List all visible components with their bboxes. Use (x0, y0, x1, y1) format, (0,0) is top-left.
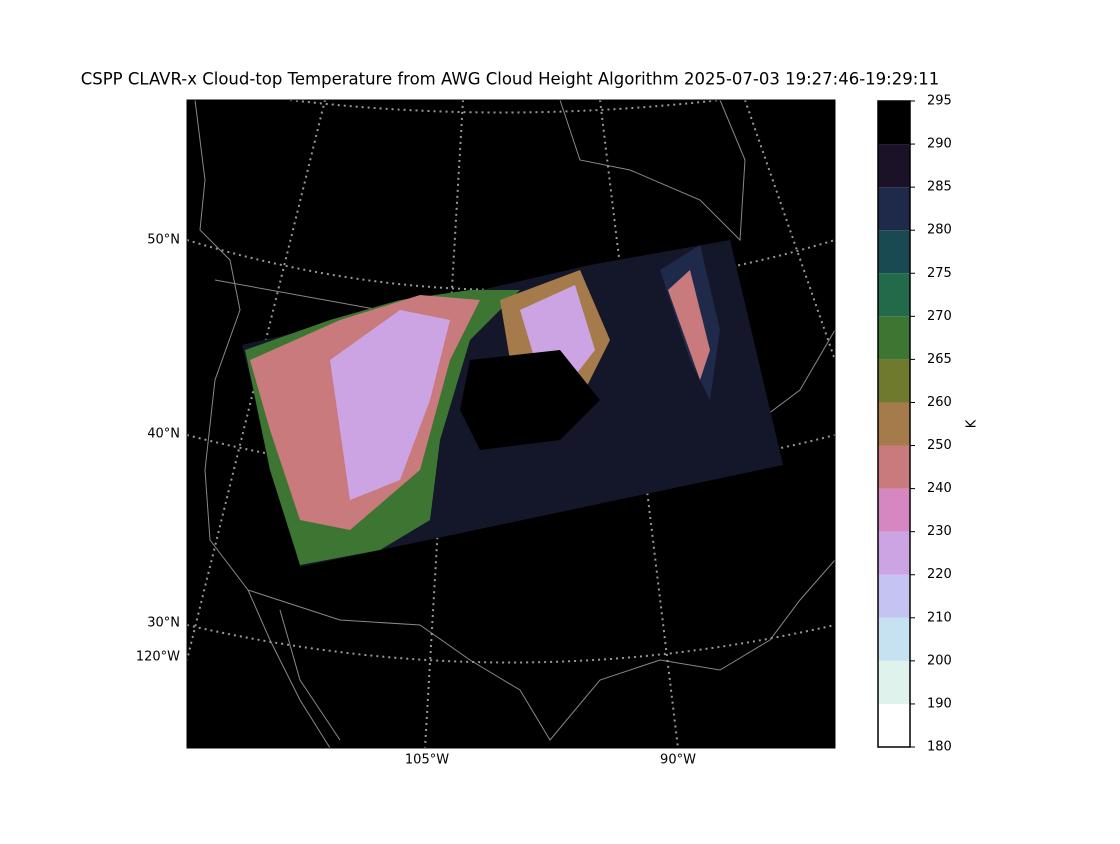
colorbar-segment (878, 144, 910, 188)
colorbar-tick-label: 250 (927, 438, 952, 453)
colorbar-segment (878, 402, 910, 446)
lon-label: 105°W (405, 753, 449, 768)
map-frame (186, 99, 836, 749)
colorbar-segment (878, 488, 910, 532)
colorbar-segment (878, 703, 910, 747)
title: CSPP CLAVR-x Cloud-top Temperature from … (81, 70, 940, 89)
colorbar-segment (878, 316, 910, 360)
colorbar-tick-label: 280 (927, 223, 952, 238)
colorbar-segment (878, 230, 910, 274)
colorbar-tick-label: 200 (927, 653, 952, 668)
lat-label: 40°N (147, 427, 180, 442)
lat-label: 50°N (147, 233, 180, 248)
colorbar-tick-label: 290 (927, 137, 952, 152)
colorbar-segment (878, 660, 910, 704)
colorbar-tick-label: 260 (927, 395, 952, 410)
colorbar-tick-label: 240 (927, 481, 952, 496)
colorbar-tick-label: 210 (927, 610, 952, 625)
colorbar-segment (878, 574, 910, 618)
colorbar-tick-label: 270 (927, 309, 952, 324)
lon-label: 120°W (136, 650, 180, 665)
lat-label: 30°N (147, 616, 180, 631)
cloud-swath (242, 240, 783, 567)
colorbar-tick-label: 220 (927, 567, 952, 582)
colorbar-tick-label: 295 (927, 94, 952, 109)
colorbar-tick-label: 230 (927, 524, 952, 539)
colorbar-segment (878, 273, 910, 317)
map-content (187, 100, 835, 748)
colorbar-segment (878, 359, 910, 403)
colorbar-segment (878, 445, 910, 489)
colorbar: 180 190 200 210 220 230 240 250 260 265 270 275 280 2… (877, 94, 952, 755)
colorbar-tick-label: 180 (927, 740, 952, 755)
colorbar-tick-label: 275 (927, 266, 952, 281)
colorbar-segment (878, 101, 910, 145)
colorbar-segment (878, 617, 910, 661)
lon-label: 90°W (660, 753, 696, 768)
colorbar-tick-label: 265 (927, 352, 952, 367)
colorbar-segment (878, 531, 910, 575)
colorbar-label: K (965, 419, 980, 428)
map: 50°N 40°N 30°N 120°W 105°W 90°W (136, 99, 836, 768)
colorbar-tick-label: 285 (927, 180, 952, 195)
colorbar-tick-label: 190 (927, 696, 952, 711)
colorbar-segment (878, 187, 910, 231)
colorbar-frame (877, 100, 911, 748)
